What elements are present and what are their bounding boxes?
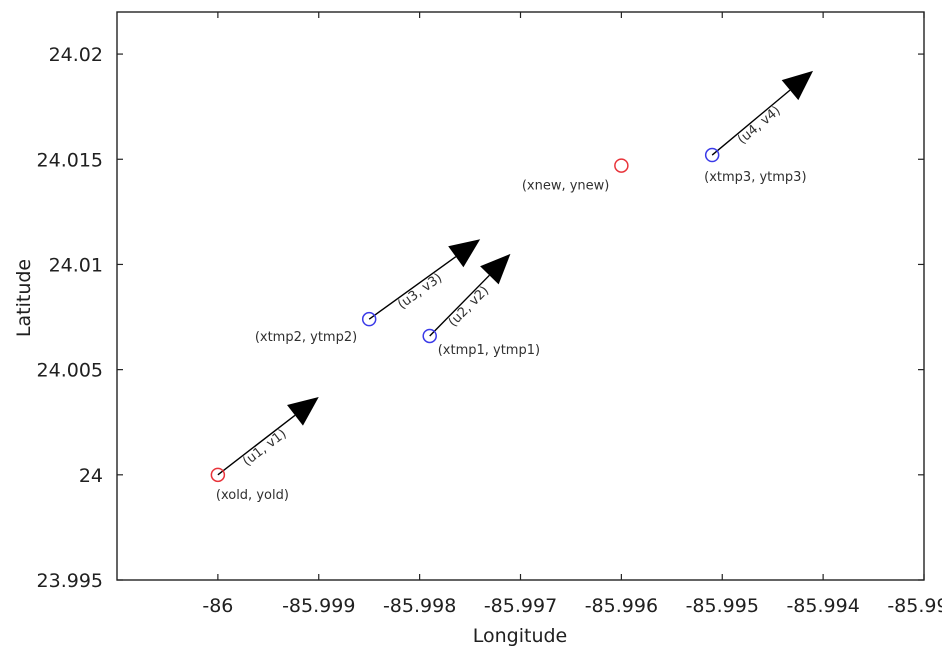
x-axis-label: Longitude xyxy=(473,625,568,647)
x-tick-label: -85.993 xyxy=(887,595,942,617)
vector-shaft xyxy=(217,414,296,476)
vector-arrowhead xyxy=(287,396,319,426)
y-tick-label: 24.005 xyxy=(37,360,103,382)
vector-shaft xyxy=(711,89,791,156)
x-tick-label: -85.995 xyxy=(686,595,759,617)
x-tick-label: -85.997 xyxy=(484,595,557,617)
y-axis-ticks: 23.995 24 24.005 24.01 24.015 24.02 xyxy=(37,44,924,592)
data-point xyxy=(614,158,629,173)
plot-frame xyxy=(116,11,925,581)
x-tick-label: -85.998 xyxy=(383,595,456,617)
point-label: (xnew, ynew) xyxy=(522,179,610,194)
y-axis-label: Latitude xyxy=(13,259,35,337)
data-point xyxy=(361,311,377,327)
x-tick-label: -85.996 xyxy=(585,595,658,617)
y-tick-label: 24.01 xyxy=(49,254,103,276)
vector-arrowhead xyxy=(480,253,511,285)
data-point xyxy=(422,328,437,344)
x-axis-ticks: -86 -85.999 -85.998 -85.997 -85.996 -85.995 -8… xyxy=(202,12,942,617)
point-label: (xtmp3, ytmp3) xyxy=(704,170,806,185)
x-tick-label: -85.994 xyxy=(786,595,859,617)
y-tick-label: 24.02 xyxy=(49,44,103,66)
y-tick-label: 24.015 xyxy=(37,149,103,171)
vector-arrowhead xyxy=(448,239,481,268)
data-point xyxy=(704,147,720,163)
vector-shaft xyxy=(429,274,490,337)
y-tick-label: 23.995 xyxy=(37,570,103,592)
point-label: (xtmp2, ytmp2) xyxy=(255,330,357,345)
point-layer: (xold, yold) (xtmp1, ytmp1) (xtmp2, ytmp2)… xyxy=(210,147,807,503)
y-tick-label: 24 xyxy=(79,465,103,487)
x-tick-label: -85.999 xyxy=(282,595,355,617)
x-tick-label: -86 xyxy=(202,595,233,617)
vector-shaft xyxy=(368,256,457,320)
point-label: (xtmp1, ytmp1) xyxy=(438,343,540,358)
data-point xyxy=(210,467,226,483)
vector-arrowhead xyxy=(781,70,814,101)
point-label: (xold, yold) xyxy=(216,488,289,503)
